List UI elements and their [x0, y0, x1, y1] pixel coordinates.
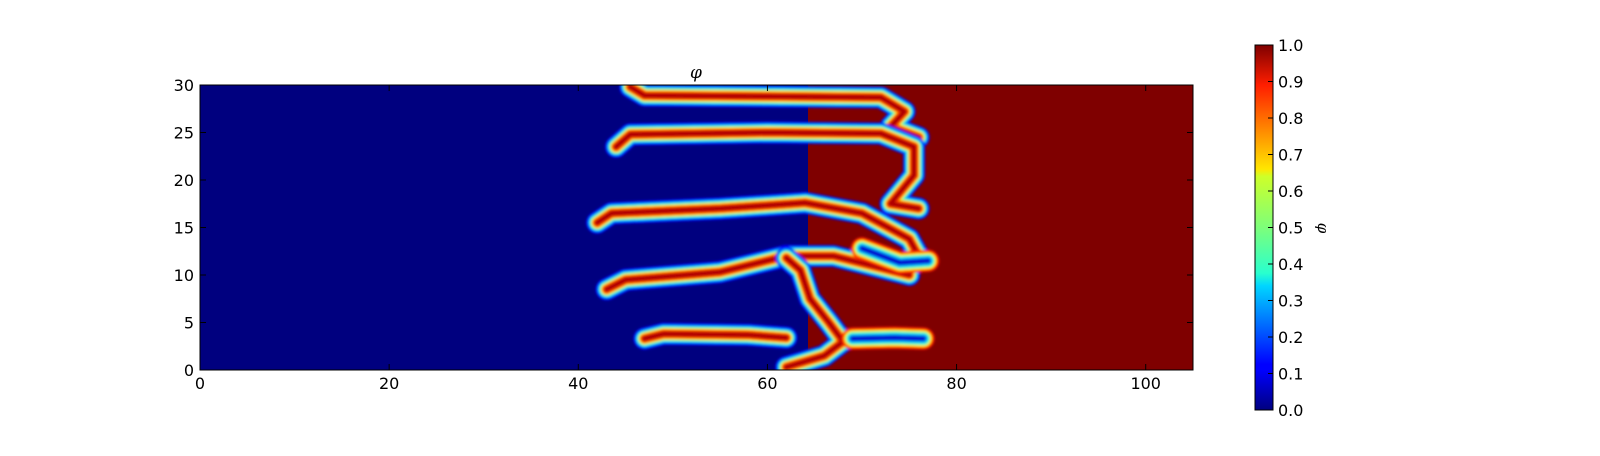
x-tick-label: 20: [379, 374, 399, 393]
x-tick-label: 80: [946, 374, 966, 393]
y-tick-label: 25: [174, 124, 194, 143]
x-axis: 0 20 40 60 80 100: [195, 85, 1161, 393]
y-tick-label: 20: [174, 171, 194, 190]
colorbar-tick-label: 0.7: [1278, 146, 1303, 165]
colorbar-label: φ: [1314, 223, 1332, 234]
finger-connector: [775, 246, 855, 370]
x-tick-label: 100: [1130, 374, 1161, 393]
colorbar-tick-label: 0.9: [1278, 73, 1303, 92]
colorbar-tick-label: 0.6: [1278, 182, 1303, 201]
y-tick-label: 10: [174, 266, 194, 285]
low-intrusion-1: [841, 326, 935, 350]
colorbar-tick-label: 0.5: [1278, 219, 1303, 238]
x-tick-label: 60: [757, 374, 777, 393]
colorbar-tick-label: 0.3: [1278, 292, 1303, 311]
colorbar-tick-label: 0.2: [1278, 328, 1303, 347]
y-tick-label: 30: [174, 76, 194, 95]
x-tick-label: 0: [195, 374, 205, 393]
y-axis: 0 5 10 15 20 25 30: [174, 76, 1193, 380]
colorbar-tick-label: 0.4: [1278, 255, 1303, 274]
colorbar: 0.0 0.1 0.2 0.3 0.4 0.5 0.6 0.7 0.8 0.9 1.0 φ: [1254, 36, 1332, 420]
y-tick-label: 5: [184, 314, 194, 333]
colorbar-tick-label: 0.8: [1278, 109, 1303, 128]
low-intrusion-2: [851, 237, 940, 274]
colorbar-tick-label: 1.0: [1278, 36, 1303, 55]
chart-title: φ: [690, 63, 702, 83]
finger-5: [633, 322, 798, 350]
heatmap-field: [200, 85, 1193, 370]
colorbar-ticks: 0.0 0.1 0.2 0.3 0.4 0.5 0.6 0.7 0.8 0.9 1.0: [1268, 36, 1303, 420]
x-tick-label: 40: [568, 374, 588, 393]
finger-3: [586, 191, 930, 267]
finger-structures: [586, 85, 940, 370]
y-tick-label: 15: [174, 219, 194, 238]
colorbar-tick-label: 0.0: [1278, 401, 1303, 420]
y-tick-label: 0: [184, 361, 194, 380]
finger-2: [605, 121, 930, 220]
colorbar-tick-label: 0.1: [1278, 365, 1303, 384]
